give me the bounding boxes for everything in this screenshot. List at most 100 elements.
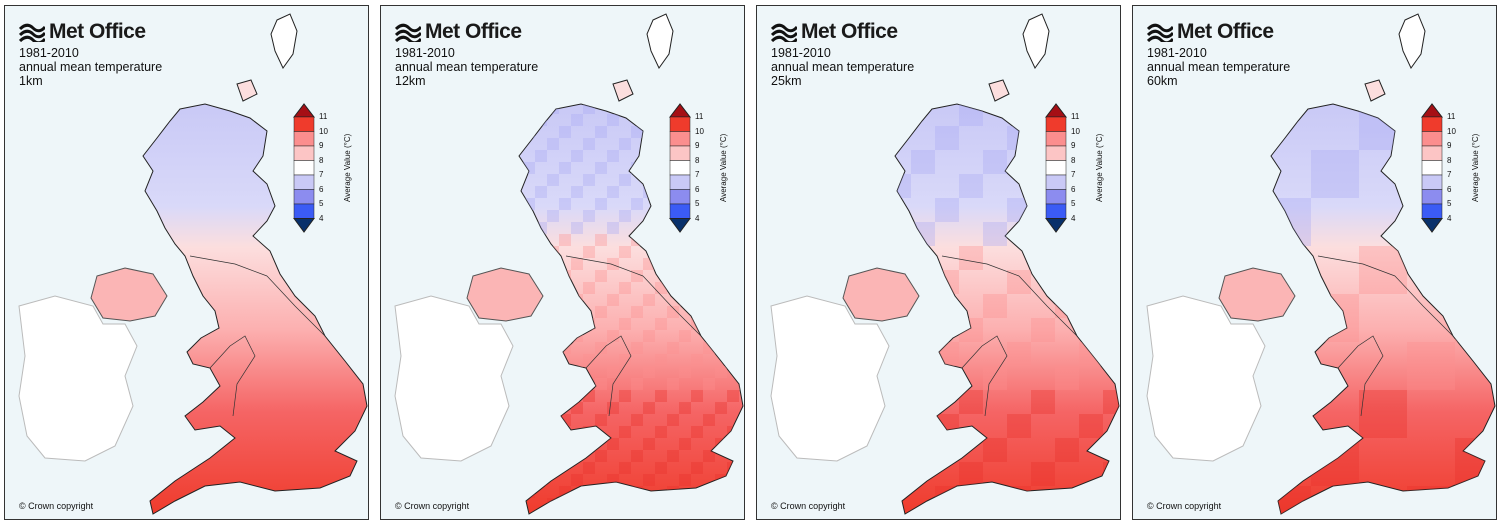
great-britain-region — [894, 103, 1120, 515]
map-caption: 1981-2010 annual mean temperature 1km — [19, 46, 162, 88]
legend-colorbar — [668, 103, 692, 233]
great-britain-region — [142, 103, 368, 515]
legend-tick: 7 — [1447, 170, 1452, 179]
caption-resolution: 25km — [771, 74, 802, 88]
legend-title: Average Value (°C) — [719, 133, 728, 202]
met-office-logo: Met Office — [1147, 20, 1274, 44]
orkney-outline — [1364, 79, 1386, 102]
color-legend: 11 10 9 8 7 6 5 4 Average Value (°C) — [291, 102, 361, 242]
caption-variable: annual mean temperature — [1147, 60, 1291, 74]
caption-period: 1981-2010 — [395, 46, 455, 60]
uk-temperature-map — [394, 13, 744, 515]
legend-tick: 4 — [319, 213, 324, 223]
map-caption: 1981-2010 annual mean temperature 25km — [771, 46, 914, 88]
legend-tick: 8 — [1447, 155, 1452, 165]
legend-tick: 5 — [1071, 199, 1076, 208]
caption-variable: annual mean temperature — [771, 60, 915, 74]
region-borders — [1317, 255, 1454, 417]
legend-tick: 5 — [319, 199, 324, 208]
shetland-outline — [646, 13, 674, 69]
region-borders — [565, 255, 702, 417]
legend-colorbar — [292, 103, 316, 233]
copyright-notice: © Crown copyright — [771, 501, 846, 511]
map-panel: Met Office 1981-2010 annual mean temperatu… — [1132, 5, 1497, 520]
legend-tick: 9 — [1071, 141, 1076, 150]
ireland-outline — [770, 295, 890, 462]
northern-ireland-region — [90, 267, 168, 322]
legend-tick: 10 — [695, 126, 704, 136]
orkney-outline — [236, 79, 258, 102]
caption-variable: annual mean temperature — [19, 60, 163, 74]
legend-tick: 10 — [1071, 126, 1080, 136]
met-office-wave-icon — [771, 23, 797, 42]
uk-temperature-map — [1146, 13, 1496, 515]
map-panel: Met Office 1981-2010 annual mean temperatu… — [380, 5, 745, 520]
northern-ireland-region — [466, 267, 544, 322]
orkney-outline — [612, 79, 634, 102]
legend-tick: 9 — [319, 141, 324, 150]
ireland-outline — [18, 295, 138, 462]
ireland-outline — [1146, 295, 1266, 462]
shetland-outline — [270, 13, 298, 69]
legend-tick: 11 — [695, 112, 704, 121]
met-office-logo: Met Office — [771, 20, 898, 44]
legend-tick: 10 — [319, 126, 328, 136]
uk-temperature-map — [18, 13, 368, 515]
color-legend: 11 10 9 8 7 6 5 4 Average Value (°C) — [1043, 102, 1113, 242]
legend-tick: 7 — [695, 170, 700, 179]
copyright-notice: © Crown copyright — [19, 501, 94, 511]
copyright-notice: © Crown copyright — [1147, 501, 1222, 511]
legend-tick: 7 — [1071, 170, 1076, 179]
legend-tick: 10 — [1447, 126, 1456, 136]
legend-tick: 5 — [1447, 199, 1452, 208]
caption-resolution: 1km — [19, 74, 43, 88]
brand-name: Met Office — [49, 20, 146, 43]
legend-title: Average Value (°C) — [343, 133, 352, 202]
caption-variable: annual mean temperature — [395, 60, 539, 74]
caption-period: 1981-2010 — [1147, 46, 1207, 60]
legend-tick: 4 — [695, 213, 700, 223]
legend-tick: 7 — [319, 170, 324, 179]
brand-name: Met Office — [1177, 20, 1274, 43]
northern-ireland-region — [1218, 267, 1296, 322]
shetland-outline — [1022, 13, 1050, 69]
legend-tick: 6 — [1071, 184, 1076, 194]
region-borders — [189, 255, 326, 417]
legend-tick: 6 — [319, 184, 324, 194]
legend-tick: 11 — [1447, 112, 1456, 121]
legend-tick: 6 — [1447, 184, 1452, 194]
color-legend: 11 10 9 8 7 6 5 4 Average Value (°C) — [667, 102, 737, 242]
legend-tick: 9 — [1447, 141, 1452, 150]
met-office-wave-icon — [395, 23, 421, 42]
brand-name: Met Office — [801, 20, 898, 43]
legend-tick: 4 — [1447, 213, 1452, 223]
caption-period: 1981-2010 — [771, 46, 831, 60]
legend-title: Average Value (°C) — [1095, 133, 1104, 202]
brand-name: Met Office — [425, 20, 522, 43]
great-britain-region — [518, 103, 744, 515]
met-office-logo: Met Office — [19, 20, 146, 44]
orkney-outline — [988, 79, 1010, 102]
map-panel: Met Office 1981-2010 annual mean temperatu… — [4, 5, 369, 520]
caption-period: 1981-2010 — [19, 46, 79, 60]
legend-colorbar — [1044, 103, 1068, 233]
northern-ireland-region — [842, 267, 920, 322]
ireland-outline — [394, 295, 514, 462]
met-office-wave-icon — [1147, 23, 1173, 42]
legend-tick: 11 — [319, 112, 328, 121]
legend-tick: 11 — [1071, 112, 1080, 121]
uk-temperature-map — [770, 13, 1120, 515]
great-britain-region — [1270, 103, 1496, 515]
met-office-wave-icon — [19, 23, 45, 42]
legend-tick: 6 — [695, 184, 700, 194]
legend-tick: 4 — [1071, 213, 1076, 223]
legend-colorbar — [1420, 103, 1444, 233]
legend-tick: 5 — [695, 199, 700, 208]
map-panel: Met Office 1981-2010 annual mean temperatu… — [756, 5, 1121, 520]
legend-title: Average Value (°C) — [1471, 133, 1480, 202]
region-borders — [941, 255, 1078, 417]
shetland-outline — [1398, 13, 1426, 69]
color-legend: 11 10 9 8 7 6 5 4 Average Value (°C) — [1419, 102, 1489, 242]
caption-resolution: 60km — [1147, 74, 1178, 88]
met-office-logo: Met Office — [395, 20, 522, 44]
